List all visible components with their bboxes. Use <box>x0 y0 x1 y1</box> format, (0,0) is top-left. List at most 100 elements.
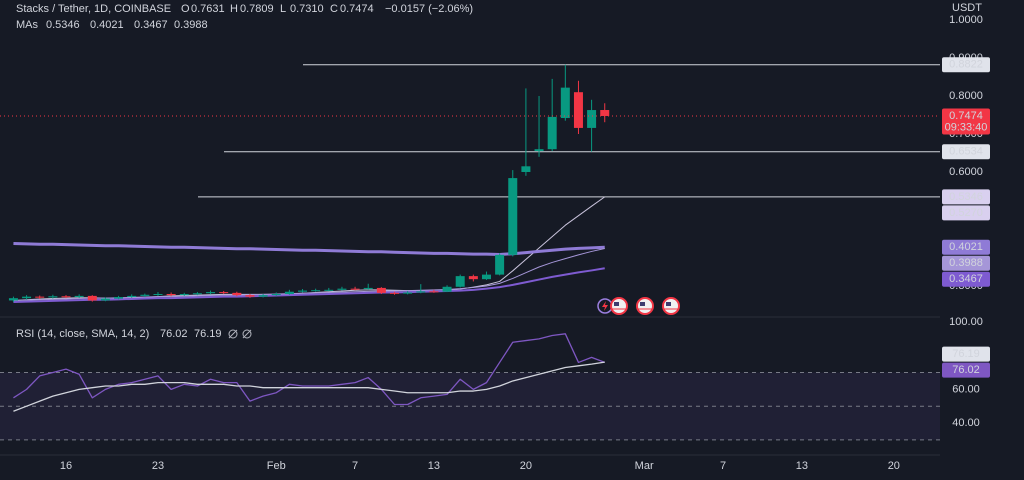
eye-icon[interactable] <box>242 329 252 339</box>
ma-legend-value: 0.3988 <box>174 19 208 31</box>
candle-body <box>192 293 202 295</box>
countdown-label: 09:33:40 <box>945 121 988 133</box>
rsi-badge-label: 76.19 <box>952 348 980 360</box>
event-icons[interactable] <box>597 297 680 315</box>
candle-body <box>534 149 544 152</box>
price-badge <box>942 144 990 160</box>
flag-canton <box>640 302 645 306</box>
candle-body <box>87 295 97 301</box>
rsi-tick-label: 40.00 <box>952 417 980 429</box>
rsi-legend-value: 76.02 <box>160 328 188 340</box>
price-badge <box>942 271 990 287</box>
candle-body <box>48 296 58 298</box>
candle-body <box>166 293 176 296</box>
eye-icon[interactable] <box>228 329 238 339</box>
moving-average-line <box>13 241 605 256</box>
moving-average-line <box>13 267 605 303</box>
rsi-title: RSI (14, close, SMA, 14, 2) <box>16 328 149 340</box>
candle-body <box>376 287 386 293</box>
rsi-band <box>0 372 940 440</box>
ohlc-value: 0.7631 <box>191 3 225 15</box>
time-tick-label: 13 <box>796 460 808 472</box>
ohlc-key: H <box>230 3 238 15</box>
candle-body <box>350 288 360 290</box>
candle-body <box>363 287 373 290</box>
candle-body <box>416 291 426 293</box>
candle-body <box>600 110 610 116</box>
ma-legend-value: 0.3467 <box>134 19 168 31</box>
candle-body <box>455 276 465 287</box>
candle-body <box>560 87 570 119</box>
rsi-line <box>13 333 605 406</box>
candle-body <box>311 290 321 292</box>
ma-legend-value: 0.4021 <box>90 19 124 31</box>
time-tick-label: 13 <box>428 460 440 472</box>
plot-layer: 0.30000.40000.50000.60000.70000.80000.90… <box>0 14 990 472</box>
ohlc-value: 0.7809 <box>240 3 274 15</box>
price-badge-label: 0.6534 <box>949 146 983 158</box>
rsi-line <box>13 361 605 412</box>
flag-icon[interactable] <box>662 297 680 315</box>
symbol-title: Stacks / Tether, 1D, COINBASE <box>16 3 171 15</box>
price-badge <box>942 189 990 205</box>
time-tick-label: Mar <box>635 460 654 472</box>
price-badge <box>942 205 990 221</box>
price-tick-label: 0.8000 <box>949 90 983 102</box>
candle-body <box>429 291 439 293</box>
candle-body <box>206 292 216 294</box>
flag-icon[interactable] <box>636 297 654 315</box>
price-badge <box>942 57 990 73</box>
price-badge-label: 0.5270 <box>949 207 983 219</box>
ohlc-key: O <box>181 3 190 15</box>
time-tick-label: 20 <box>520 460 532 472</box>
rsi-legend-value: 76.19 <box>194 328 222 340</box>
candle-body <box>495 254 505 275</box>
ohlc-value: 0.7310 <box>290 3 324 15</box>
candle-body <box>61 296 71 298</box>
candle-body <box>521 166 531 173</box>
candle-body <box>390 292 399 294</box>
flag-canton <box>614 302 619 306</box>
eye-slash <box>242 329 252 339</box>
time-tick-label: 7 <box>352 460 358 472</box>
price-change: −0.0157 (−2.06%) <box>385 3 473 15</box>
rsi-tick-label: 100.00 <box>949 316 983 328</box>
price-badge-label: 0.7474 <box>949 110 983 122</box>
candle-body <box>573 92 583 128</box>
candle-body <box>587 110 597 128</box>
candle-body <box>271 293 281 296</box>
candle-body <box>481 274 491 280</box>
candle-body <box>140 294 150 296</box>
candle-body <box>179 293 189 296</box>
eye-slash <box>228 329 238 339</box>
rsi-badge <box>942 346 990 362</box>
price-badge-label: 0.3988 <box>949 257 983 269</box>
candle-body <box>232 292 242 296</box>
candle-body <box>127 295 137 298</box>
candle-body <box>8 298 18 301</box>
candle-body <box>442 286 452 292</box>
candle-body <box>219 292 229 294</box>
flag-icon[interactable] <box>610 297 628 315</box>
price-badge <box>942 255 990 271</box>
time-tick-label: 7 <box>720 460 726 472</box>
candle-body <box>258 295 268 297</box>
rsi-badge <box>942 362 990 378</box>
price-badge-label: 0.3467 <box>949 273 983 285</box>
candle-body <box>114 297 124 299</box>
lightning-glyph <box>602 301 608 311</box>
ohlc-key: C <box>330 3 338 15</box>
rsi-badge-label: 76.02 <box>952 364 980 376</box>
time-tick-label: 16 <box>60 460 72 472</box>
candle-body <box>324 289 334 291</box>
moving-average-line <box>13 247 605 301</box>
candle-body <box>468 276 478 280</box>
price-badge-label: 0.5346 <box>949 191 983 203</box>
candle-body <box>547 116 557 150</box>
time-tick-label: Feb <box>267 460 286 472</box>
candle-body <box>403 292 413 294</box>
price-tick-label: 1.0000 <box>949 14 983 26</box>
candle-body <box>74 295 84 298</box>
rsi-visibility-icons[interactable] <box>228 329 252 339</box>
